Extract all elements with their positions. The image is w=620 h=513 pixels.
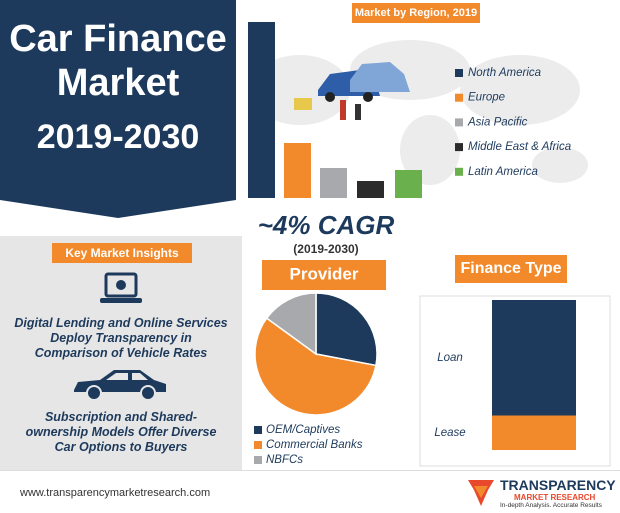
bar	[320, 168, 347, 198]
laptop-icon	[100, 272, 142, 303]
bar	[284, 143, 311, 198]
legend-swatch	[254, 441, 262, 449]
pie-slice	[254, 317, 377, 416]
footer	[0, 470, 620, 513]
legend-label: Latin America	[468, 166, 538, 178]
pie-slice	[265, 292, 317, 356]
legend-label: Commercial Banks	[266, 439, 363, 451]
bar	[248, 22, 275, 198]
legend-label: OEM/Captives	[266, 424, 340, 436]
bar	[395, 170, 422, 198]
pie-slice	[315, 292, 378, 367]
title: Car Finance	[9, 18, 227, 60]
logo-tagline: In-depth Analysis. Accurate Results	[500, 502, 602, 509]
legend-swatch	[254, 456, 262, 464]
chart-title: Finance Type	[460, 260, 561, 277]
logo-mark	[468, 480, 494, 506]
chart-title: Provider	[290, 264, 359, 283]
title-banner	[455, 255, 567, 283]
logo-name: TRANSPARENCY	[500, 477, 616, 493]
title: 2019-2030	[36, 118, 200, 156]
title-banner	[262, 260, 386, 290]
car-icon	[74, 370, 166, 401]
legend-label: North America	[468, 67, 541, 79]
insights-heading: Key Market Insights	[52, 243, 192, 263]
bar	[357, 181, 384, 198]
cagr-value: ~4% CAGR	[257, 210, 395, 240]
legend-swatch	[455, 118, 463, 127]
footer-url: www.transparencymarketresearch.com	[20, 487, 211, 499]
title: Market	[56, 62, 180, 104]
charts: Market by Region, 2019 North America Europ…	[248, 3, 611, 467]
logo-sub: MARKET RESEARCH	[514, 493, 596, 502]
hero-background	[0, 0, 236, 218]
legend-label: Europe	[468, 92, 505, 104]
insight-text: Digital Lending and Online Services Depl…	[14, 316, 228, 360]
insight-text: Subscription and Shared-ownership Models…	[25, 410, 217, 454]
cagr-period: (2019-2030)	[293, 242, 359, 256]
title-banner	[352, 3, 480, 23]
chart-title: Market by Region, 2019	[355, 7, 477, 19]
car-illustration	[294, 62, 410, 120]
legend-swatch	[455, 167, 463, 176]
category-label: Lease	[434, 427, 465, 439]
legend-swatch	[254, 426, 262, 434]
chart-frame	[419, 295, 611, 467]
legend-label: Middle East & Africa	[468, 141, 571, 153]
legend-swatch	[455, 93, 463, 102]
legend-swatch	[455, 69, 463, 77]
legend-swatch	[455, 143, 463, 152]
legend-label: Asia Pacific	[467, 116, 528, 128]
bar-segment	[492, 300, 576, 416]
legend-label: NBFCs	[266, 454, 303, 466]
bar-segment	[492, 415, 576, 450]
category-label: Loan	[437, 352, 463, 364]
